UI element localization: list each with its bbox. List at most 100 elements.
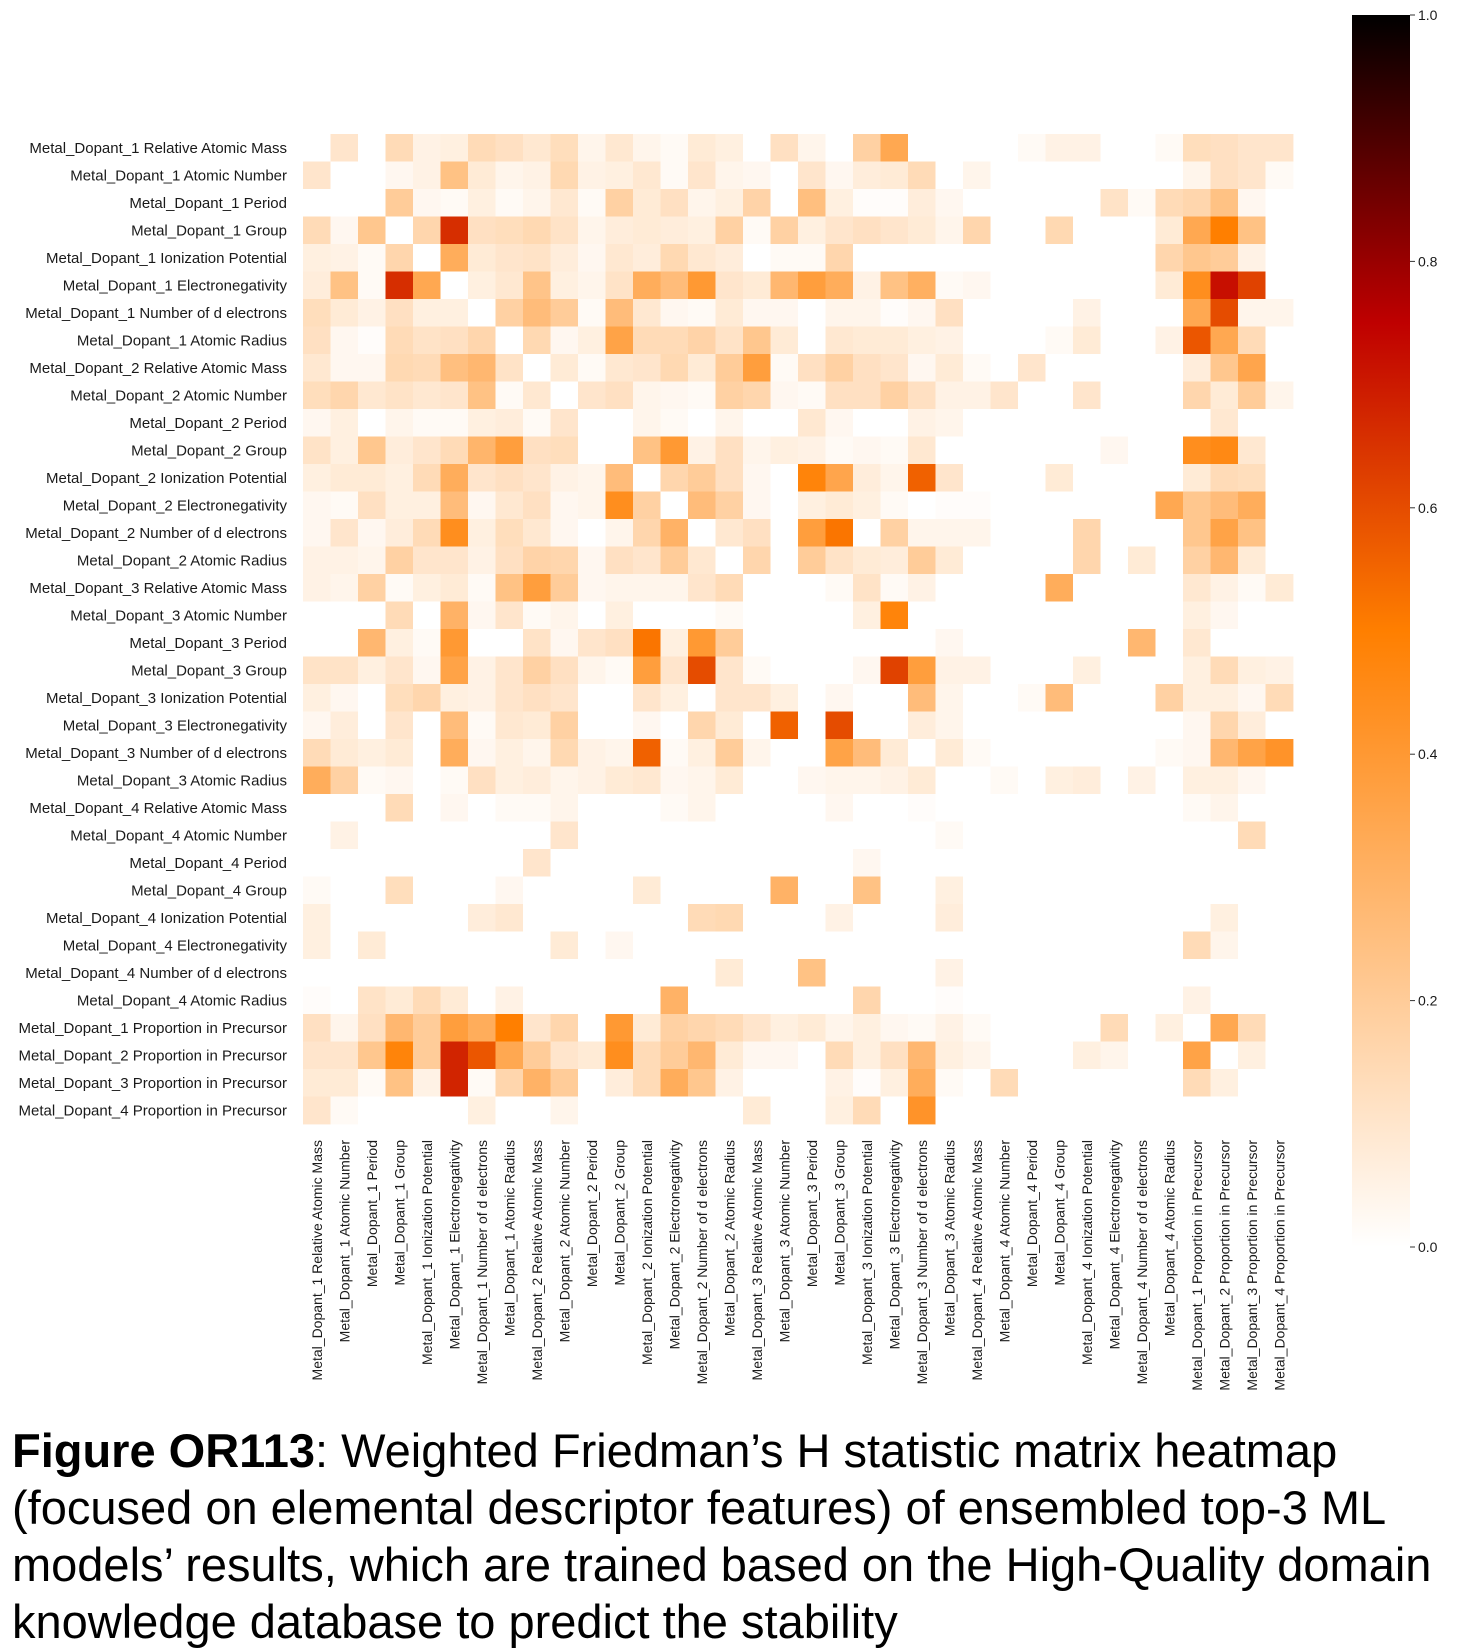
heatmap-cell xyxy=(1045,766,1074,795)
heatmap-cell xyxy=(825,189,854,217)
heatmap-cell xyxy=(330,986,359,1015)
heatmap-cell xyxy=(385,849,414,877)
row-label: Metal_Dopant_3 Atomic Number xyxy=(70,607,287,624)
heatmap-cell xyxy=(935,326,964,355)
heatmap-cell xyxy=(550,684,579,712)
heatmap-cell xyxy=(413,986,441,1015)
heatmap-cell xyxy=(550,794,579,822)
heatmap-cell xyxy=(550,959,579,987)
heatmap-cell xyxy=(990,904,1019,932)
heatmap-cell xyxy=(550,629,579,657)
heatmap-cell xyxy=(853,684,881,712)
heatmap-cell xyxy=(880,299,909,327)
heatmap-cell xyxy=(688,1041,716,1070)
heatmap-cell xyxy=(605,1096,634,1125)
heatmap-cell xyxy=(1210,381,1239,410)
heatmap-cell xyxy=(605,134,634,162)
heatmap-cell xyxy=(1238,794,1266,822)
heatmap-cell xyxy=(1073,629,1101,657)
heatmap-cell xyxy=(963,436,991,465)
heatmap-cell xyxy=(853,821,881,850)
heatmap-cell xyxy=(963,1096,991,1125)
heatmap-cell xyxy=(743,794,771,822)
heatmap-cell xyxy=(1073,821,1101,850)
heatmap-cell xyxy=(495,739,524,767)
heatmap-cell xyxy=(1018,244,1046,272)
heatmap-cell xyxy=(385,354,414,382)
heatmap-cell xyxy=(908,904,936,932)
heatmap-cell xyxy=(495,244,524,272)
heatmap-cell xyxy=(1073,381,1101,410)
heatmap-cell xyxy=(1073,711,1101,740)
heatmap-cell xyxy=(385,1041,414,1070)
heatmap-cell xyxy=(688,271,716,300)
heatmap-cell xyxy=(495,326,524,355)
heatmap-cell xyxy=(1265,684,1294,712)
heatmap-cell xyxy=(853,464,881,492)
row-label: Metal_Dopant_2 Group xyxy=(131,442,287,459)
heatmap-cell xyxy=(853,574,881,602)
heatmap-cell xyxy=(743,739,771,767)
heatmap-cell xyxy=(385,216,414,245)
heatmap-cell xyxy=(385,794,414,822)
heatmap-cell xyxy=(1073,1096,1101,1125)
heatmap-cell xyxy=(523,904,551,932)
heatmap-cell xyxy=(578,1014,606,1042)
heatmap-cell xyxy=(1183,354,1211,382)
heatmap-cell xyxy=(578,354,606,382)
heatmap-cell xyxy=(908,1014,936,1042)
column-label: Metal_Dopant_2 Electronegativity xyxy=(666,1140,682,1349)
heatmap-cell xyxy=(495,354,524,382)
heatmap-cell xyxy=(688,739,716,767)
heatmap-cell xyxy=(715,1014,744,1042)
heatmap-cell xyxy=(468,876,496,905)
heatmap-cell xyxy=(523,1041,551,1070)
heatmap-cell xyxy=(1210,134,1239,162)
heatmap-cell xyxy=(523,491,551,520)
heatmap-cell xyxy=(468,299,496,327)
heatmap-cell xyxy=(358,381,386,410)
heatmap-cell xyxy=(908,931,936,960)
heatmap-cell xyxy=(440,381,469,410)
heatmap-cell xyxy=(963,959,991,987)
heatmap-cell xyxy=(1100,601,1129,630)
heatmap-cell xyxy=(330,821,359,850)
heatmap-cell xyxy=(1238,546,1266,575)
heatmap-cell xyxy=(633,931,661,960)
heatmap-cell xyxy=(303,931,331,960)
heatmap-cell xyxy=(550,381,579,410)
heatmap-cell xyxy=(935,271,964,300)
heatmap-cell xyxy=(633,134,661,162)
heatmap-cell xyxy=(1155,1096,1184,1125)
heatmap-cell xyxy=(1210,1069,1239,1097)
heatmap-cell xyxy=(468,189,496,217)
heatmap-cell xyxy=(1045,409,1074,437)
heatmap-cell xyxy=(1238,656,1266,685)
heatmap-cell xyxy=(825,1069,854,1097)
heatmap-cell xyxy=(413,299,441,327)
heatmap-cell xyxy=(1045,326,1074,355)
heatmap-cell xyxy=(1045,216,1074,245)
heatmap-cell xyxy=(1128,629,1156,657)
heatmap-cell xyxy=(853,1041,881,1070)
heatmap-cell xyxy=(990,409,1019,437)
heatmap-cell xyxy=(1265,546,1294,575)
heatmap-cell xyxy=(1210,299,1239,327)
heatmap-cell xyxy=(935,601,964,630)
heatmap-cell xyxy=(1045,189,1074,217)
heatmap-cell xyxy=(963,189,991,217)
heatmap-cell xyxy=(1018,436,1046,465)
heatmap-cell xyxy=(825,134,854,162)
heatmap-cell xyxy=(1100,519,1129,547)
heatmap-cell xyxy=(963,739,991,767)
heatmap-cell xyxy=(468,161,496,190)
heatmap-cell xyxy=(660,1096,689,1125)
caption-text: : Weighted Friedman’s H statistic matrix… xyxy=(12,1424,1432,1648)
heatmap-cell xyxy=(1265,216,1294,245)
heatmap-cell xyxy=(853,134,881,162)
heatmap-cell xyxy=(468,409,496,437)
heatmap-cell xyxy=(743,436,771,465)
heatmap-cell xyxy=(688,656,716,685)
heatmap-cell xyxy=(853,876,881,905)
heatmap-cell xyxy=(908,739,936,767)
